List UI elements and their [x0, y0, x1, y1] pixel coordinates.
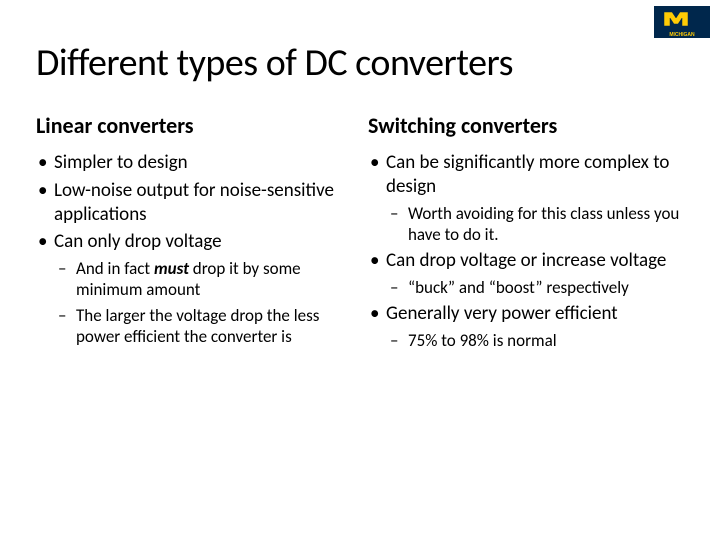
list-item: Can only drop voltage And in fact must d…: [36, 230, 352, 347]
sub-text: 75% to 98% is normal: [408, 330, 557, 351]
list-item: Generally very power efficient 75% to 98…: [368, 302, 684, 351]
left-column: Linear converters Simpler to design Low-…: [36, 112, 352, 355]
right-heading: Switching converters: [368, 112, 684, 139]
slide-title: Different types of DC converters: [36, 40, 684, 86]
sub-list-item: 75% to 98% is normal: [386, 330, 684, 351]
bullet-text: Can drop voltage or increase voltage: [386, 249, 666, 272]
sub-list-item: And in fact must drop it by some minimum…: [54, 258, 352, 301]
sub-text: The larger the voltage drop the less pow…: [76, 305, 319, 347]
sub-list-item: “buck” and “boost” respectively: [386, 277, 684, 298]
left-bullets: Simpler to design Low-noise output for n…: [36, 151, 352, 347]
sub-bullets: 75% to 98% is normal: [386, 330, 684, 351]
list-item: Low-noise output for noise-sensitive app…: [36, 179, 352, 227]
two-column-layout: Linear converters Simpler to design Low-…: [36, 112, 684, 355]
bullet-text: Can be significantly more complex to des…: [386, 151, 669, 198]
left-heading: Linear converters: [36, 112, 352, 139]
sub-list-item: Worth avoiding for this class unless you…: [386, 203, 684, 246]
bullet-text: Low-noise output for noise-sensitive app…: [54, 179, 334, 226]
right-bullets: Can be significantly more complex to des…: [368, 151, 684, 351]
right-column: Switching converters Can be significantl…: [368, 112, 684, 355]
sub-text: “buck” and “boost” respectively: [408, 277, 629, 298]
sub-text: And in fact: [76, 258, 154, 279]
sub-bullets: And in fact must drop it by some minimum…: [54, 258, 352, 347]
logo-michigan: MICHIGAN: [654, 6, 710, 38]
bullet-text: Generally very power efficient: [386, 302, 618, 325]
bullet-text: Simpler to design: [54, 151, 188, 174]
sub-text-em: must: [154, 258, 189, 279]
list-item: Can be significantly more complex to des…: [368, 151, 684, 245]
sub-list-item: The larger the voltage drop the less pow…: [54, 305, 352, 348]
sub-bullets: Worth avoiding for this class unless you…: [386, 203, 684, 246]
sub-text: Worth avoiding for this class unless you…: [408, 203, 679, 245]
svg-text:MICHIGAN: MICHIGAN: [669, 32, 695, 38]
sub-bullets: “buck” and “boost” respectively: [386, 277, 684, 298]
slide-content: Different types of DC converters Linear …: [0, 0, 720, 355]
list-item: Can drop voltage or increase voltage “bu…: [368, 249, 684, 298]
bullet-text: Can only drop voltage: [54, 230, 222, 253]
list-item: Simpler to design: [36, 151, 352, 175]
